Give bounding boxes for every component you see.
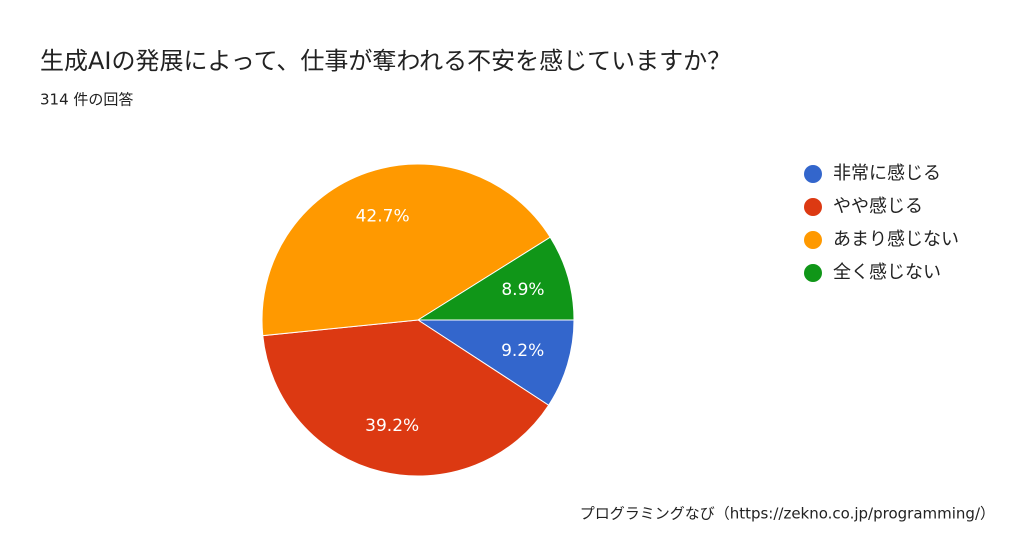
legend-swatch (804, 198, 822, 216)
legend-swatch (804, 231, 822, 249)
legend-label: 全く感じない (833, 262, 941, 283)
legend-label: あまり感じない (833, 229, 959, 250)
legend-swatch (804, 264, 822, 282)
legend-label: 非常に感じる (833, 163, 941, 184)
chart-subtitle: 314 件の回答 (40, 91, 133, 109)
pie-slice (416, 319, 575, 406)
pie-slice (416, 236, 575, 321)
legend-swatch (804, 165, 822, 183)
data-label: 39.2% (365, 416, 419, 436)
pie-slice (262, 319, 550, 477)
data-label: 42.7% (356, 207, 410, 227)
legend-label: やや感じる (833, 196, 923, 217)
pie-slice (261, 163, 551, 337)
data-label: 8.9% (501, 280, 544, 300)
source-note: プログラミングなび（https://zekno.co.jp/programmin… (580, 505, 995, 523)
chart-title: 生成AIの発展によって、仕事が奪われる不安を感じていますか？ (40, 47, 731, 75)
data-label: 9.2% (501, 341, 544, 361)
